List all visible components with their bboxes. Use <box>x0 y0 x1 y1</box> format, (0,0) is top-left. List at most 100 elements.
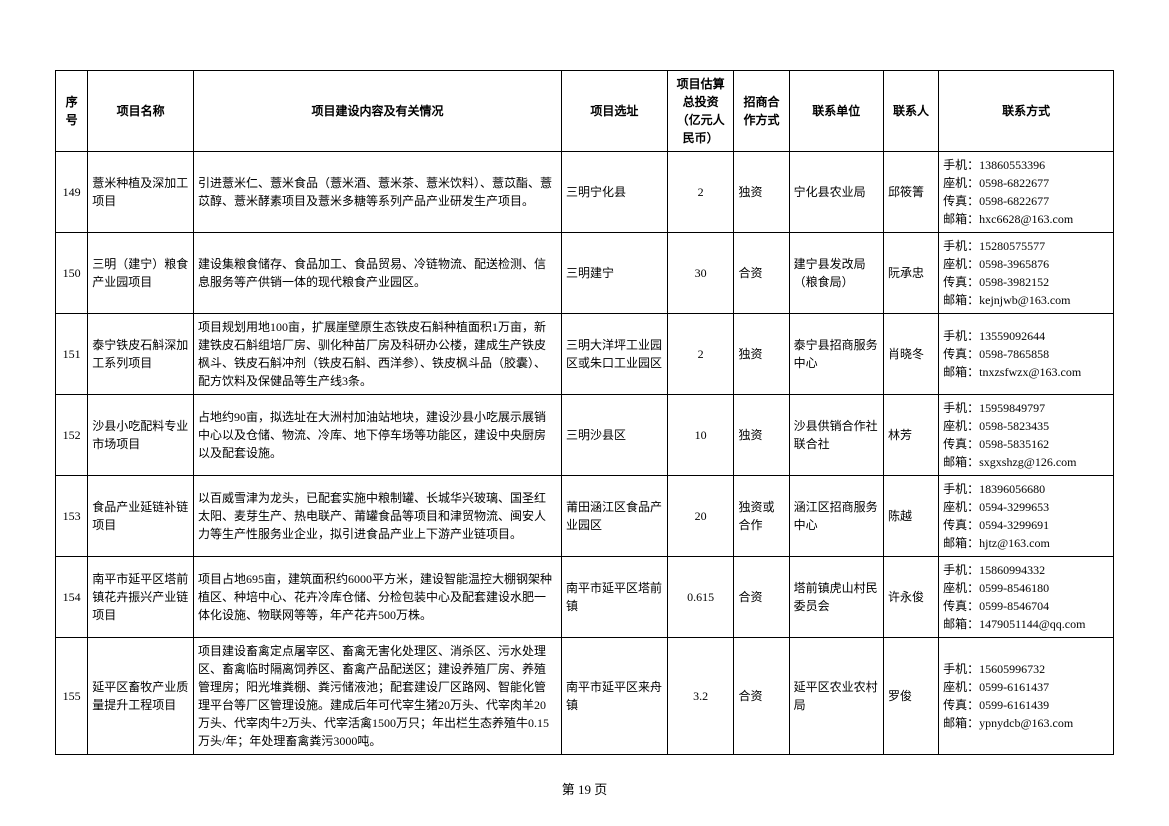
cell-contact: 手机：13559092644传真：0598-7865858邮箱：tnxzsfwz… <box>939 314 1114 395</box>
contact-email: 邮箱：ypnydcb@163.com <box>943 714 1109 732</box>
page-number: 第 19 页 <box>0 779 1169 798</box>
cell-seq: 155 <box>56 638 88 755</box>
cell-seq: 149 <box>56 152 88 233</box>
table-row: 153食品产业延链补链项目以百威雪津为龙头，已配套实施中粮制罐、长城华兴玻璃、国… <box>56 476 1114 557</box>
cell-name: 食品产业延链补链项目 <box>88 476 194 557</box>
cell-contact: 手机：18396056680座机：0594-3299653传真：0594-329… <box>939 476 1114 557</box>
cell-person: 林芳 <box>883 395 938 476</box>
cell-desc: 建设集粮食储存、食品加工、食品贸易、冷链物流、配送检测、信息服务等产供销一体的现… <box>193 233 561 314</box>
cell-invest: 2 <box>667 314 734 395</box>
contact-fax: 传真：0598-6822677 <box>943 192 1109 210</box>
th-person: 联系人 <box>883 71 938 152</box>
cell-person: 阮承忠 <box>883 233 938 314</box>
table-row: 152沙县小吃配料专业市场项目占地约90亩，拟选址在大洲村加油站地块，建设沙县小… <box>56 395 1114 476</box>
cell-person: 肖晓冬 <box>883 314 938 395</box>
cell-desc: 项目建设畜禽定点屠宰区、畜禽无害化处理区、消杀区、污水处理区、畜禽临时隔离饲养区… <box>193 638 561 755</box>
cell-unit: 沙县供销合作社联合社 <box>789 395 883 476</box>
table-body: 149薏米种植及深加工项目引进薏米仁、薏米食品（薏米酒、薏米茶、薏米饮料）、薏苡… <box>56 152 1114 755</box>
cell-loc: 三明大洋坪工业园区或朱口工业园区 <box>561 314 667 395</box>
contact-email: 邮箱：hxc6628@163.com <box>943 210 1109 228</box>
cell-contact: 手机：15605996732座机：0599-6161437传真：0599-616… <box>939 638 1114 755</box>
cell-desc: 项目占地695亩，建筑面积约6000平方米，建设智能温控大棚钢架种植区、种培中心… <box>193 557 561 638</box>
cell-name: 薏米种植及深加工项目 <box>88 152 194 233</box>
cell-person: 罗俊 <box>883 638 938 755</box>
th-unit: 联系单位 <box>789 71 883 152</box>
projects-table: 序号 项目名称 项目建设内容及有关情况 项目选址 项目估算总投资（亿元人民币） … <box>55 70 1114 755</box>
cell-loc: 三明宁化县 <box>561 152 667 233</box>
cell-coop: 独资或合作 <box>734 476 789 557</box>
cell-person: 陈越 <box>883 476 938 557</box>
contact-email: 邮箱：tnxzsfwzx@163.com <box>943 363 1109 381</box>
cell-name: 沙县小吃配料专业市场项目 <box>88 395 194 476</box>
contact-fax: 传真：0598-7865858 <box>943 345 1109 363</box>
cell-desc: 引进薏米仁、薏米食品（薏米酒、薏米茶、薏米饮料）、薏苡酯、薏苡醇、薏米酵素项目及… <box>193 152 561 233</box>
th-contact: 联系方式 <box>939 71 1114 152</box>
cell-unit: 宁化县农业局 <box>789 152 883 233</box>
contact-mobile: 手机：15959849797 <box>943 399 1109 417</box>
contact-fax: 传真：0598-3982152 <box>943 273 1109 291</box>
cell-name: 三明（建宁）粮食产业园项目 <box>88 233 194 314</box>
contact-email: 邮箱：1479051144@qq.com <box>943 615 1109 633</box>
contact-tel: 座机：0594-3299653 <box>943 498 1109 516</box>
cell-name: 泰宁铁皮石斛深加工系列项目 <box>88 314 194 395</box>
table-header: 序号 项目名称 项目建设内容及有关情况 项目选址 项目估算总投资（亿元人民币） … <box>56 71 1114 152</box>
cell-coop: 独资 <box>734 152 789 233</box>
cell-invest: 0.615 <box>667 557 734 638</box>
cell-unit: 延平区农业农村局 <box>789 638 883 755</box>
cell-coop: 合资 <box>734 233 789 314</box>
cell-invest: 2 <box>667 152 734 233</box>
contact-tel: 座机：0598-6822677 <box>943 174 1109 192</box>
th-desc: 项目建设内容及有关情况 <box>193 71 561 152</box>
cell-name: 延平区畜牧产业质量提升工程项目 <box>88 638 194 755</box>
cell-contact: 手机：15959849797座机：0598-5823435传真：0598-583… <box>939 395 1114 476</box>
contact-fax: 传真：0599-6161439 <box>943 696 1109 714</box>
contact-tel: 座机：0599-8546180 <box>943 579 1109 597</box>
cell-contact: 手机：15860994332座机：0599-8546180传真：0599-854… <box>939 557 1114 638</box>
cell-loc: 莆田涵江区食品产业园区 <box>561 476 667 557</box>
contact-mobile: 手机：13559092644 <box>943 327 1109 345</box>
th-seq: 序号 <box>56 71 88 152</box>
table-row: 149薏米种植及深加工项目引进薏米仁、薏米食品（薏米酒、薏米茶、薏米饮料）、薏苡… <box>56 152 1114 233</box>
table-row: 151泰宁铁皮石斛深加工系列项目项目规划用地100亩，扩展崖壁原生态铁皮石斛种植… <box>56 314 1114 395</box>
cell-seq: 150 <box>56 233 88 314</box>
contact-tel: 座机：0599-6161437 <box>943 678 1109 696</box>
table-row: 150三明（建宁）粮食产业园项目建设集粮食储存、食品加工、食品贸易、冷链物流、配… <box>56 233 1114 314</box>
contact-mobile: 手机：15280575577 <box>943 237 1109 255</box>
th-invest: 项目估算总投资（亿元人民币） <box>667 71 734 152</box>
cell-invest: 10 <box>667 395 734 476</box>
cell-person: 许永俊 <box>883 557 938 638</box>
cell-desc: 占地约90亩，拟选址在大洲村加油站地块，建设沙县小吃展示展销中心以及仓储、物流、… <box>193 395 561 476</box>
table-row: 154南平市延平区塔前镇花卉振兴产业链项目项目占地695亩，建筑面积约6000平… <box>56 557 1114 638</box>
cell-desc: 以百威雪津为龙头，已配套实施中粮制罐、长城华兴玻璃、国圣红太阳、麦芽生产、热电联… <box>193 476 561 557</box>
cell-coop: 独资 <box>734 314 789 395</box>
cell-invest: 30 <box>667 233 734 314</box>
contact-fax: 传真：0599-8546704 <box>943 597 1109 615</box>
contact-email: 邮箱：hjtz@163.com <box>943 534 1109 552</box>
cell-contact: 手机：15280575577座机：0598-3965876传真：0598-398… <box>939 233 1114 314</box>
contact-tel: 座机：0598-5823435 <box>943 417 1109 435</box>
cell-invest: 20 <box>667 476 734 557</box>
cell-name: 南平市延平区塔前镇花卉振兴产业链项目 <box>88 557 194 638</box>
contact-tel: 座机：0598-3965876 <box>943 255 1109 273</box>
contact-fax: 传真：0594-3299691 <box>943 516 1109 534</box>
cell-contact: 手机：13860553396座机：0598-6822677传真：0598-682… <box>939 152 1114 233</box>
cell-loc: 三明建宁 <box>561 233 667 314</box>
cell-invest: 3.2 <box>667 638 734 755</box>
page-container: 序号 项目名称 项目建设内容及有关情况 项目选址 项目估算总投资（亿元人民币） … <box>0 0 1169 826</box>
cell-unit: 塔前镇虎山村民委员会 <box>789 557 883 638</box>
cell-loc: 南平市延平区塔前镇 <box>561 557 667 638</box>
th-name: 项目名称 <box>88 71 194 152</box>
cell-seq: 153 <box>56 476 88 557</box>
contact-mobile: 手机：15860994332 <box>943 561 1109 579</box>
cell-person: 邱筱箐 <box>883 152 938 233</box>
cell-unit: 建宁县发改局（粮食局） <box>789 233 883 314</box>
cell-coop: 独资 <box>734 395 789 476</box>
th-coop: 招商合作方式 <box>734 71 789 152</box>
cell-unit: 泰宁县招商服务中心 <box>789 314 883 395</box>
contact-mobile: 手机：18396056680 <box>943 480 1109 498</box>
cell-seq: 151 <box>56 314 88 395</box>
contact-email: 邮箱：sxgxshzg@126.com <box>943 453 1109 471</box>
table-row: 155延平区畜牧产业质量提升工程项目项目建设畜禽定点屠宰区、畜禽无害化处理区、消… <box>56 638 1114 755</box>
contact-mobile: 手机：13860553396 <box>943 156 1109 174</box>
cell-coop: 合资 <box>734 638 789 755</box>
